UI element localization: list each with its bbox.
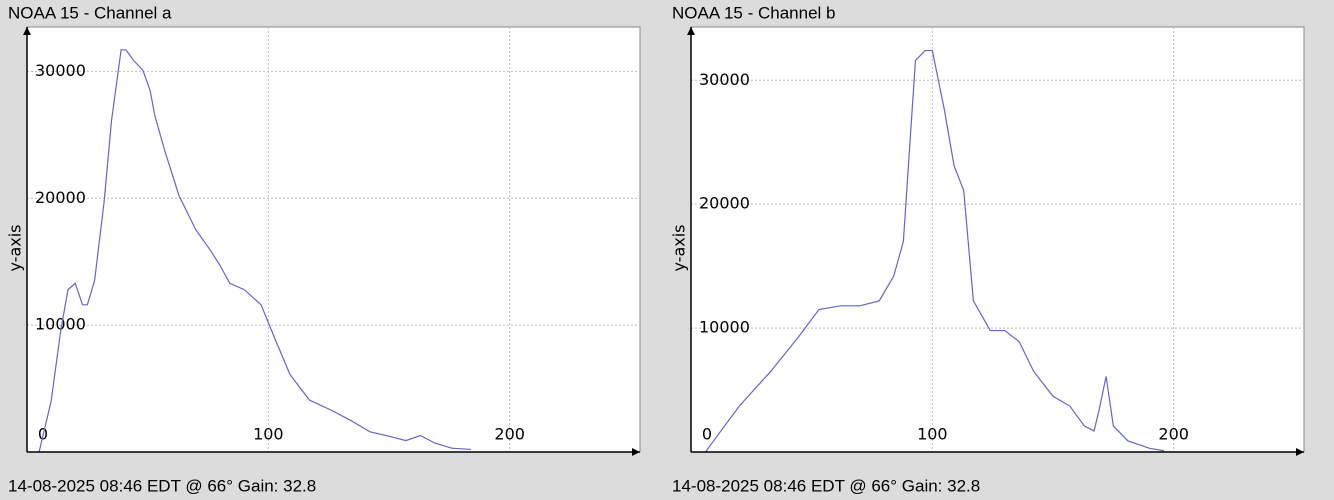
y-tick-label: 20000 (699, 194, 750, 213)
plot-area (26, 26, 641, 453)
plot-area (690, 26, 1305, 453)
y-tick-label: 30000 (35, 61, 86, 80)
x-tick-label: 0 (702, 425, 712, 444)
data-line (704, 49, 1165, 453)
footer: 14-08-2025 08:46 EDT @ 66° Gain: 32.8 (8, 476, 316, 495)
y-axis-arrow (23, 27, 31, 35)
y-axis-label: y-axis (6, 224, 25, 271)
x-axis-arrow (1296, 448, 1304, 456)
y-tick-label: 10000 (35, 315, 86, 334)
y-axis-arrow (687, 27, 695, 35)
x-tick-label: 200 (494, 425, 525, 444)
x-tick-label: 100 (917, 425, 948, 444)
y-tick-label: 10000 (699, 318, 750, 337)
chart-title: NOAA 15 - Channel a (8, 3, 172, 22)
y-tick-label: 20000 (35, 188, 86, 207)
y-tick-label: 30000 (699, 70, 750, 89)
x-tick-label: 100 (253, 425, 284, 444)
y-axis-label: y-axis (670, 224, 689, 271)
chart-title: NOAA 15 - Channel b (672, 3, 835, 22)
data-line (38, 49, 472, 453)
footer: 14-08-2025 08:46 EDT @ 66° Gain: 32.8 (672, 476, 980, 495)
x-axis-arrow (632, 448, 640, 456)
x-tick-label: 200 (1158, 425, 1189, 444)
